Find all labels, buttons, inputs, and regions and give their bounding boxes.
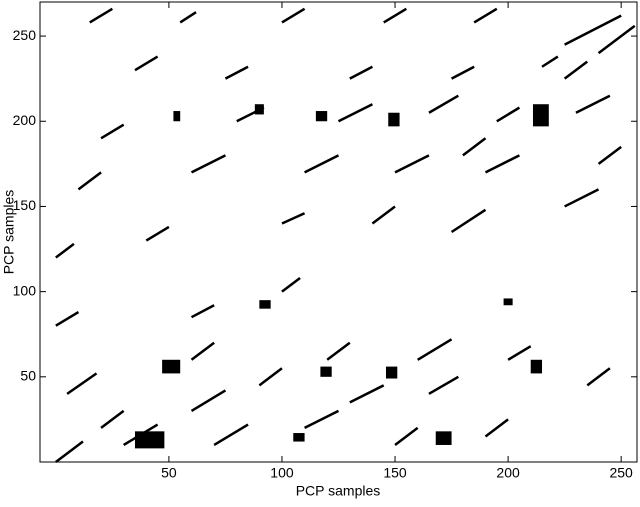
y-axis-label: PCP samples [1, 190, 17, 275]
recurrence-segment [473, 7, 498, 24]
recurrence-segment [134, 55, 159, 72]
recurrence-segment [564, 14, 622, 46]
x-tick-label: 200 [496, 465, 520, 481]
recurrence-segment [66, 372, 98, 395]
plot-frame [39, 1, 638, 463]
x-tick-label: 250 [609, 465, 633, 481]
recurrence-segment [450, 65, 475, 80]
recurrence-segment [258, 367, 283, 387]
recurrence-segment [304, 154, 340, 174]
recurrence-segment [326, 341, 351, 361]
recurrence-segment [304, 409, 340, 430]
recurrence-segment [564, 188, 600, 208]
recurrence-blob [315, 111, 328, 122]
recurrence-blob [162, 359, 181, 374]
recurrence-blob [532, 104, 549, 127]
y-tick-label: 100 [13, 282, 37, 298]
recurrence-blob [320, 366, 332, 377]
recurrence-segment [55, 311, 80, 327]
recurrence-blob [435, 431, 452, 445]
y-tick-label: 50 [20, 368, 36, 384]
recurrence-segment [100, 409, 125, 429]
recurrence-segment [55, 440, 84, 463]
recurrence-segment [100, 123, 125, 140]
recurrence-segment [213, 423, 249, 447]
x-tick-label: 50 [161, 465, 177, 481]
recurrence-segment [383, 7, 407, 24]
recurrence-segment [190, 389, 227, 412]
recurrence-segment [484, 418, 509, 438]
recurrence-segment [179, 11, 197, 24]
recurrence-segment [394, 426, 419, 446]
recurrence-segment [450, 208, 487, 234]
recurrence-segment [371, 205, 396, 225]
recurrence-segment [145, 225, 170, 242]
recurrence-segment [597, 145, 622, 165]
recurrence-segment [281, 212, 306, 225]
recurrence-segment [349, 384, 385, 404]
recurrence-segment [575, 94, 611, 114]
recurrence-segment [190, 304, 215, 319]
recurrence-blob [385, 366, 398, 379]
recurrence-segment [428, 94, 459, 114]
recurrence-segment [428, 375, 459, 395]
recurrence-blob [173, 111, 181, 122]
recurrence-blob [388, 112, 400, 127]
recurrence-segment [337, 103, 373, 123]
y-tick-label: 250 [13, 27, 37, 43]
recurrence-blob [293, 433, 305, 442]
recurrence-segment [462, 137, 487, 157]
x-tick-label: 100 [270, 465, 294, 481]
recurrence-segment [190, 154, 226, 174]
recurrence-segment [281, 7, 306, 24]
recurrence-segment [586, 367, 611, 387]
recurrence-blob [530, 359, 543, 374]
recurrence-blob [503, 298, 513, 306]
recurrence-blob [254, 104, 264, 115]
recurrence-segment [496, 106, 521, 123]
x-tick-label: 150 [383, 465, 407, 481]
recurrence-segment [281, 277, 301, 293]
recurrence-segment [597, 24, 636, 55]
recurrence-segment [224, 65, 249, 80]
y-tick-label: 150 [13, 197, 37, 213]
recurrence-blob [259, 300, 271, 309]
recurrence-segment [541, 55, 559, 68]
x-axis-label: PCP samples [296, 483, 381, 499]
y-tick-label: 200 [13, 112, 37, 128]
recurrence-blob [134, 431, 165, 449]
recurrence-segment [349, 65, 374, 80]
recurrence-segment [484, 154, 520, 174]
recurrence-segment [507, 345, 532, 361]
recurrence-segment [55, 242, 75, 259]
recurrence-segment [77, 171, 102, 191]
recurrence-segment [89, 7, 114, 24]
recurrence-segment [190, 341, 215, 361]
recurrence-segment [394, 154, 430, 174]
recurrence-segment [417, 338, 453, 361]
recurrence-segment [563, 60, 589, 80]
